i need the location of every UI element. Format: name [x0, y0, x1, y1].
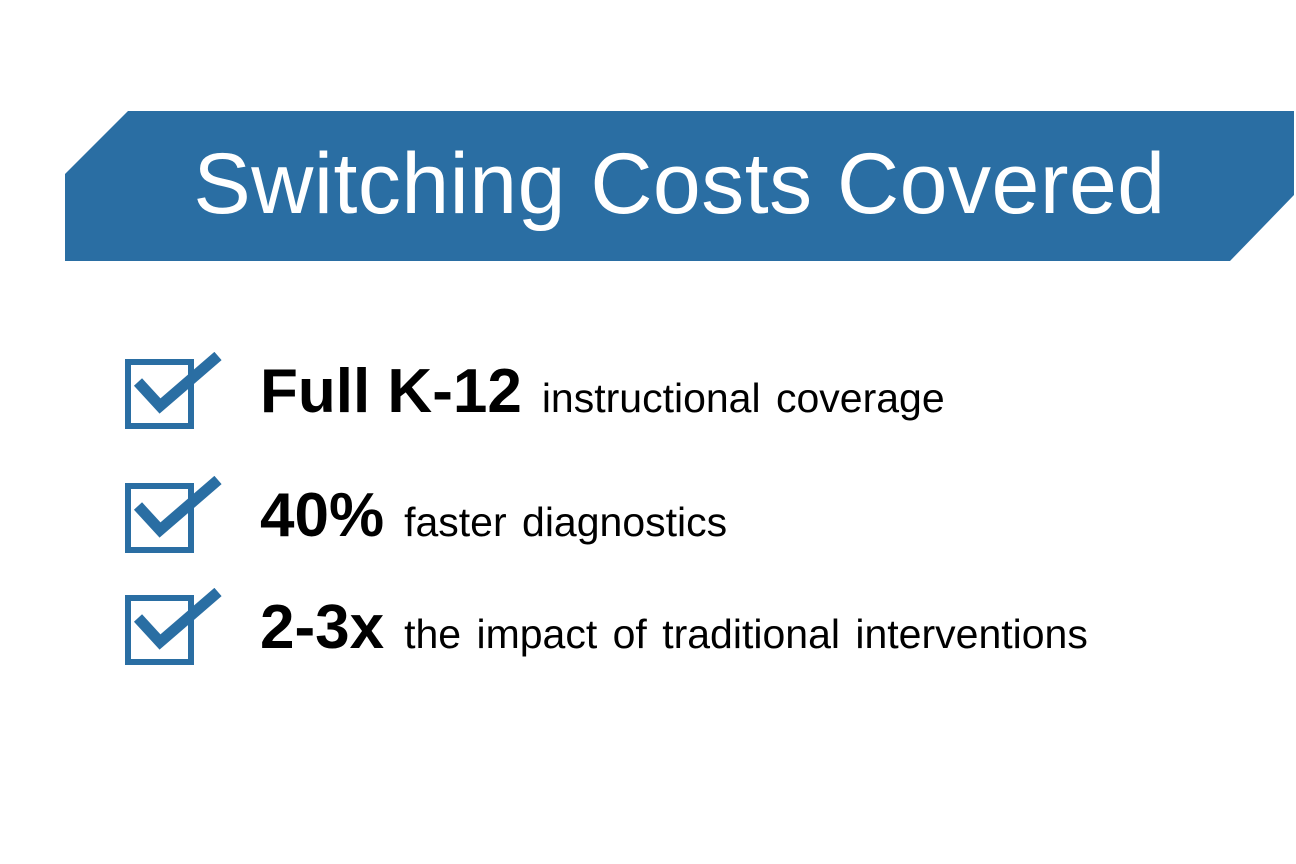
- checkbox-checked-icon: [125, 476, 222, 553]
- checkbox-checked-icon: [125, 588, 222, 665]
- checkbox-checked-icon: [125, 352, 222, 429]
- bullet-description: faster diagnostics: [404, 499, 728, 545]
- bullet-text: Full K-12 instructional coverage: [260, 361, 945, 423]
- bullet-description: the impact of traditional interventions: [404, 611, 1088, 657]
- banner-shape: [65, 111, 1294, 261]
- bullet-item: 40% faster diagnostics: [124, 476, 727, 556]
- bullet-text: 2-3x the impact of traditional intervent…: [260, 597, 1088, 659]
- bullet-item: 2-3x the impact of traditional intervent…: [124, 588, 1088, 668]
- slide-title: Switching Costs Covered: [193, 135, 1166, 232]
- bullet-text: 40% faster diagnostics: [260, 485, 727, 547]
- title-banner: Switching Costs Covered: [65, 111, 1294, 261]
- bullet-description: instructional coverage: [541, 375, 945, 421]
- bullet-highlight: 40%: [260, 481, 385, 550]
- bullet-item: Full K-12 instructional coverage: [124, 352, 945, 432]
- bullet-highlight: Full K-12: [260, 357, 522, 426]
- bullet-highlight: 2-3x: [260, 593, 385, 662]
